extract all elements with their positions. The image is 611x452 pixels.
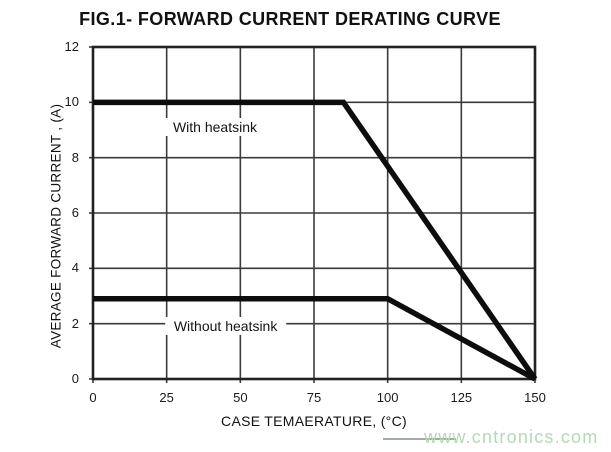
y-tick-label: 6	[71, 205, 79, 220]
y-tick-label: 0	[71, 371, 79, 386]
y-axis-label: AVERAGE FORWARD CURRENT , (A)	[48, 103, 64, 349]
y-tick-label: 12	[64, 39, 79, 54]
watermark-text: www.cntronics.com	[424, 427, 599, 447]
annotation-without-heatsink: Without heatsink	[164, 317, 287, 336]
x-axis-label: CASE TEMAERATURE, (°C)	[221, 413, 407, 429]
y-tick-label: 4	[71, 260, 79, 276]
y-tick-label: 10	[64, 94, 79, 110]
x-tick-label: 150	[524, 390, 546, 405]
x-tick-label: 25	[159, 390, 174, 405]
plot-border	[91, 45, 537, 381]
x-tick-label: 50	[233, 390, 248, 405]
series-with-heatsink	[93, 99, 538, 381]
watermark-strike-line	[383, 438, 456, 440]
x-tick-label: 125	[450, 390, 473, 405]
y-tick-label: 8	[71, 149, 79, 165]
x-tick-label: 75	[306, 390, 322, 405]
chart-title: FIG.1- FORWARD CURRENT DERATING CURVE	[79, 9, 501, 29]
y-tick-label: 2	[71, 315, 79, 331]
x-tick-label: 100	[376, 390, 399, 405]
annotation-with-heatsink: With heatsink	[163, 118, 267, 137]
x-tick-label: 0	[89, 390, 97, 405]
series-without-heatsink	[93, 296, 537, 382]
